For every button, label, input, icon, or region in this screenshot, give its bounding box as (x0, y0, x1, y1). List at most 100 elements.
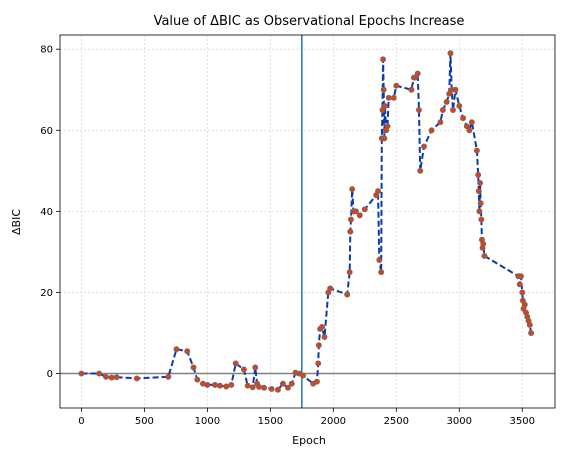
y-tick-label: 40 (40, 207, 53, 218)
data-point (380, 56, 387, 63)
x-tick-label: 1000 (195, 416, 220, 427)
x-tick-label: 1500 (258, 416, 283, 427)
data-point (378, 269, 385, 276)
x-tick-label: 3000 (447, 416, 472, 427)
data-point (421, 143, 427, 150)
data-point (408, 86, 415, 93)
data-point (356, 212, 363, 219)
data-point (475, 188, 482, 195)
data-point (240, 366, 247, 373)
data-point (300, 372, 307, 379)
data-point (518, 273, 524, 280)
data-point (380, 86, 387, 93)
data-point (414, 70, 421, 77)
chart-title: Value of ΔBIC as Observational Epochs In… (154, 14, 465, 29)
plot-frame (59, 34, 556, 409)
data-point (476, 208, 483, 215)
data-point (190, 364, 197, 371)
data-point (204, 381, 211, 388)
data-point (452, 86, 459, 93)
data-series (78, 50, 535, 393)
data-point (390, 94, 397, 101)
data-point (103, 373, 109, 380)
axes (59, 34, 556, 409)
data-point (521, 301, 528, 308)
y-tick-label: 60 (40, 126, 53, 137)
data-point (480, 240, 487, 247)
data-point (375, 188, 381, 195)
data-point (315, 342, 322, 349)
data-point (382, 103, 388, 109)
x-tick-label: 0 (78, 416, 84, 427)
data-point (268, 385, 275, 392)
data-point (252, 364, 259, 371)
data-point (108, 374, 115, 381)
data-point (516, 281, 523, 288)
data-point (321, 334, 328, 340)
data-point (133, 375, 140, 382)
x-tick-label: 500 (135, 416, 154, 427)
data-point (417, 167, 424, 174)
data-point (384, 123, 391, 130)
y-axis-label: ΔBIC (10, 209, 23, 235)
data-point (256, 383, 262, 390)
data-point (526, 321, 533, 328)
data-point (249, 384, 256, 391)
data-point (460, 115, 467, 122)
data-point (244, 382, 251, 389)
y-tick-label: 0 (47, 369, 53, 380)
data-point (344, 291, 351, 298)
data-point (528, 330, 535, 336)
data-point (279, 380, 286, 387)
data-point (285, 384, 291, 391)
data-point (348, 216, 354, 223)
data-point (346, 269, 353, 276)
data-point (381, 135, 388, 142)
data-point (475, 171, 482, 178)
data-point (353, 208, 359, 215)
data-point (473, 147, 480, 154)
data-point (481, 253, 488, 259)
data-point (313, 378, 320, 385)
data-point (416, 107, 422, 113)
data-point (477, 180, 484, 186)
y-tick-label: 80 (40, 45, 53, 56)
data-point (315, 360, 322, 367)
data-point (113, 374, 120, 381)
data-point (466, 127, 473, 134)
x-tick-label: 3500 (510, 416, 535, 427)
data-point (347, 228, 354, 235)
data-point (261, 384, 267, 391)
data-point (223, 383, 230, 390)
data-point (376, 257, 383, 263)
y-tick-label: 20 (40, 288, 53, 299)
data-point (450, 107, 456, 113)
data-point (447, 50, 454, 57)
data-point (211, 381, 218, 388)
data-point (439, 107, 446, 113)
data-point (361, 206, 368, 213)
series-line (81, 52, 533, 391)
x-tick-label: 2000 (321, 416, 346, 427)
data-point (274, 386, 281, 393)
data-point (456, 103, 463, 109)
x-tick-label: 2500 (384, 416, 409, 427)
data-point (468, 119, 475, 126)
data-point (428, 127, 435, 134)
data-point (385, 94, 392, 101)
data-point (478, 216, 485, 223)
data-point (78, 370, 85, 377)
data-point (165, 373, 172, 380)
data-point (319, 323, 325, 330)
data-point (217, 382, 223, 389)
data-point (327, 285, 334, 292)
data-point (96, 370, 102, 377)
data-point (393, 82, 400, 89)
data-point (437, 119, 444, 126)
x-axis-label: Epoch (292, 434, 326, 447)
data-point (232, 360, 239, 367)
data-point (194, 376, 201, 383)
data-point (443, 98, 450, 105)
data-point (349, 186, 356, 193)
